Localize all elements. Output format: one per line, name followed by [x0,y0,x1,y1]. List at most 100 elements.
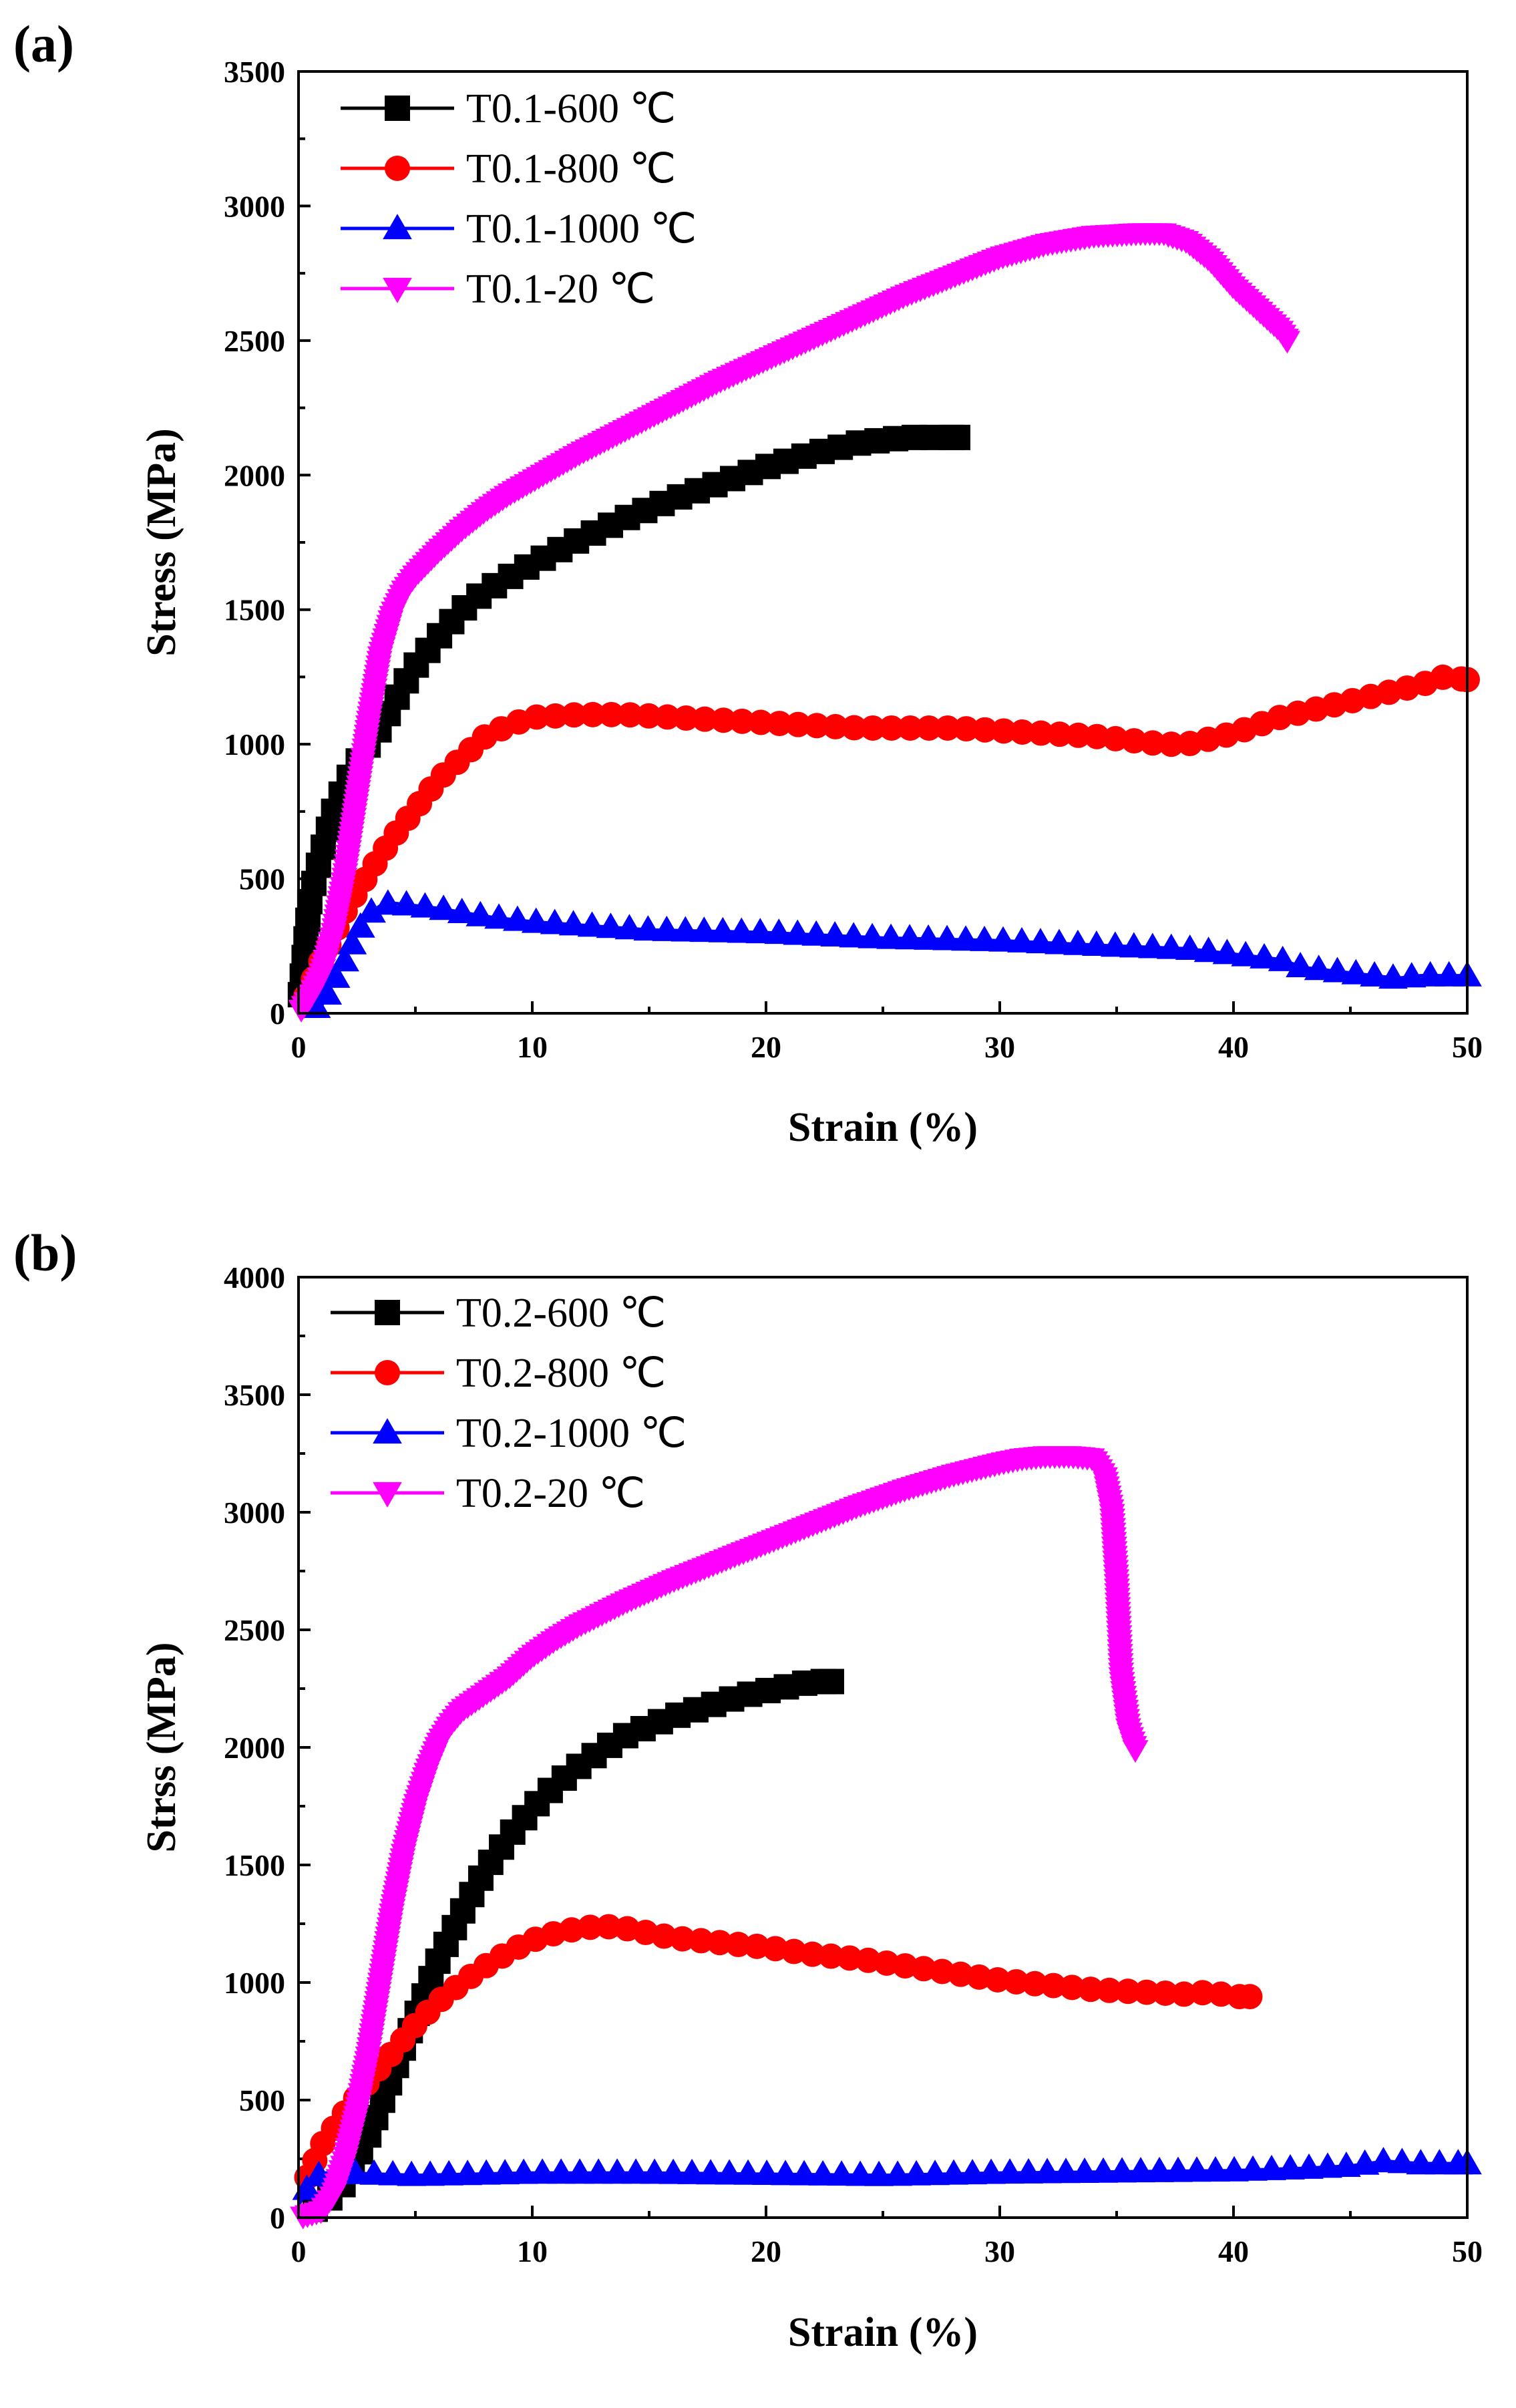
data-point [715,2159,744,2185]
data-point [837,1945,863,1971]
data-point [1152,1980,1178,2006]
data-point [1387,2147,1417,2174]
data-point [521,907,551,933]
x-tick-label: 50 [1452,2234,1483,2268]
legend-label: T0.2-20 ℃ [456,1471,645,1516]
data-point [602,2158,632,2184]
data-point [934,715,960,741]
legend-label: T0.1-600 ℃ [466,86,676,132]
data-point [951,925,980,951]
data-point [1122,1740,1149,1763]
data-point [471,2159,501,2185]
data-point [976,2158,1006,2184]
data-point [783,919,813,945]
data-point [1286,951,1315,977]
data-point [692,706,718,732]
data-point [1360,961,1389,987]
legend-marker [385,96,410,121]
data-point [1089,2157,1118,2183]
y-tick-label: 1500 [224,1848,285,1882]
data-point [1341,959,1371,985]
data-point [1415,961,1445,987]
data-point [820,921,850,947]
series-triangle-down [288,223,1301,1023]
legend-entry: T0.2-20 ℃ [331,1471,645,1516]
panel-a-x-axis-title: Strain (%) [788,1105,978,1150]
data-point [1028,720,1054,746]
data-point [490,2159,520,2185]
data-point [1193,936,1223,963]
data-point [465,900,496,926]
data-point [633,915,663,941]
data-point [953,716,979,742]
legend-marker [385,156,410,181]
y-tick-label: 2500 [224,1613,285,1647]
legend-entry: T0.1-1000 ℃ [341,206,697,252]
data-point [378,2160,408,2186]
legend-marker [375,1300,400,1325]
y-tick-label: 500 [239,2083,285,2117]
data-point [883,2160,912,2186]
data-point [799,1941,825,1967]
series-circle [294,1914,1263,2195]
data-point [1119,932,1149,958]
data-point [301,993,331,1019]
legend-marker [373,1482,402,1508]
data-point [1268,945,1298,971]
x-tick-label: 40 [1218,2234,1249,2268]
data-point [410,892,440,918]
x-tick-label: 20 [751,1030,781,1064]
data-point [1032,2158,1062,2184]
legend-label: T0.1-1000 ℃ [466,206,697,252]
data-point [1045,928,1074,955]
series-triangle-down [290,1446,1149,2230]
data-point [984,1966,1010,1993]
data-point [1231,940,1261,967]
legend-marker [373,1418,402,1444]
data-point [895,924,924,950]
data-point [1014,2158,1043,2184]
legend-label: T0.2-800 ℃ [456,1351,666,1396]
legend-label: T0.1-800 ℃ [466,146,676,192]
legend-label: T0.1-20 ℃ [466,267,655,312]
data-point [764,918,794,944]
legend-entry: T0.2-800 ℃ [331,1351,666,1396]
data-point [729,708,755,734]
data-point [345,912,375,938]
y-tick-label: 4000 [224,1260,285,1295]
data-point [1007,926,1036,953]
data-point [1171,1981,1197,2007]
data-point [542,703,568,729]
legend-label: T0.2-600 ℃ [456,1291,666,1336]
data-point [453,2160,483,2186]
data-point [503,905,532,931]
data-point [845,2160,875,2186]
data-point [839,922,868,948]
data-point [958,2159,987,2185]
data-point [1063,929,1093,955]
data-point [1133,1979,1159,2005]
data-point [932,924,962,951]
data-point [727,917,757,943]
data-point [1070,2157,1099,2183]
data-point [1219,2156,1249,2182]
data-point [341,2158,371,2184]
data-point [546,2158,576,2184]
data-point [415,2160,445,2186]
data-point [970,925,999,951]
legend-entry: T0.1-800 ℃ [341,146,676,192]
data-point [725,1932,751,1958]
data-point [1189,1980,1215,2006]
data-point [696,2159,725,2185]
panel-a: (a) 0 10 20 30 40 500500100015002000250030003… [13,15,1483,1150]
data-point [561,702,587,728]
data-point [1137,932,1167,959]
y-tick-label: 3000 [224,1496,285,1530]
x-tick-label: 40 [1218,1030,1249,1064]
panel-b-legend: T0.2-600 ℃ T0.2-800 ℃ T0.2-1000 ℃ T0.2-20 ℃ [331,1291,687,1516]
data-point [972,717,998,743]
data-point [1182,2156,1211,2182]
data-point [801,920,831,946]
data-point [804,713,830,739]
data-point [707,1930,733,1956]
